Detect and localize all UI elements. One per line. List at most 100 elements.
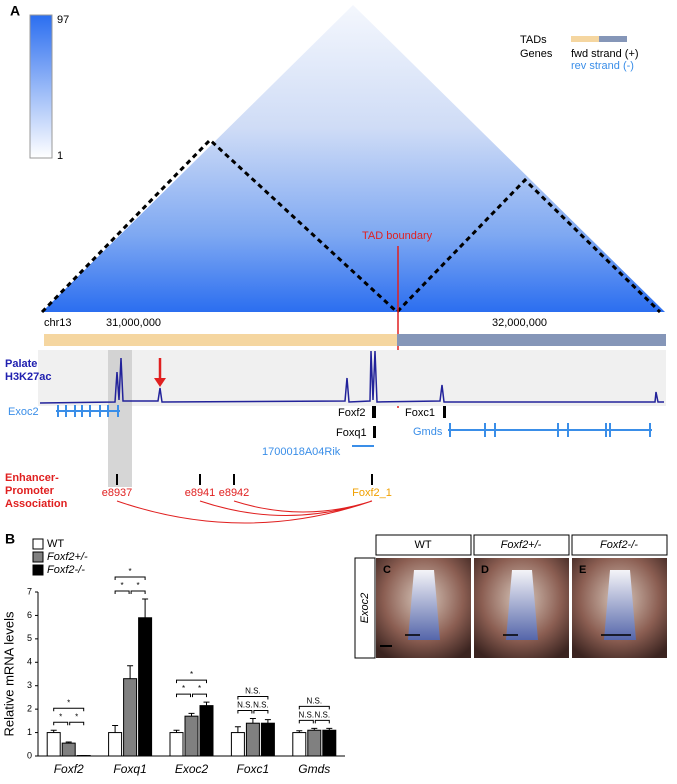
panel-label: B bbox=[5, 531, 15, 547]
legend-label: WT bbox=[47, 538, 64, 550]
genotype: Foxf2+/- bbox=[501, 539, 542, 551]
error-bar bbox=[204, 702, 210, 706]
sig-bracket bbox=[115, 577, 145, 580]
bar bbox=[246, 723, 259, 756]
legend-swatch bbox=[599, 36, 627, 42]
sig-bracket bbox=[54, 722, 68, 725]
error-bar bbox=[112, 726, 118, 733]
y-tick-label: 7 bbox=[27, 586, 32, 596]
bar bbox=[308, 730, 321, 756]
genotype: Foxf2-/- bbox=[600, 539, 638, 551]
legend-rev: rev strand (-) bbox=[571, 60, 634, 72]
sig-bracket bbox=[54, 708, 84, 711]
assoc-title: Enhancer- bbox=[5, 472, 59, 484]
sig-label: * bbox=[59, 712, 62, 721]
sig-label: * bbox=[121, 581, 124, 590]
sig-label: * bbox=[198, 684, 201, 693]
sig-bracket bbox=[177, 680, 207, 683]
gene-model bbox=[443, 406, 446, 418]
element: e8941 bbox=[185, 487, 216, 499]
bar bbox=[47, 733, 60, 756]
legend-swatch bbox=[33, 552, 43, 562]
sig-bracket bbox=[115, 591, 129, 594]
element-ticks bbox=[117, 474, 372, 485]
sig-label: N.S. bbox=[315, 710, 331, 719]
y-tick-label: 3 bbox=[27, 680, 32, 690]
error-bar bbox=[250, 719, 256, 724]
y-tick-label: 2 bbox=[27, 704, 32, 714]
sig-bracket bbox=[193, 694, 207, 697]
gene: Exoc2 bbox=[8, 406, 39, 418]
y-tick-label: 4 bbox=[27, 657, 32, 667]
legend-fwd: fwd strand (+) bbox=[571, 48, 639, 60]
colorbar-min: 1 bbox=[57, 150, 63, 162]
x-tick-label: Exoc2 bbox=[175, 762, 209, 776]
bar bbox=[293, 733, 306, 756]
tad-bar bbox=[44, 334, 397, 346]
panel-label: D bbox=[481, 564, 489, 576]
gene: 1700018A04Rik bbox=[262, 446, 341, 458]
gene-model bbox=[373, 426, 376, 438]
sig-label: * bbox=[67, 698, 70, 707]
bar bbox=[139, 618, 152, 756]
bar bbox=[109, 733, 122, 756]
probe: Exoc2 bbox=[359, 593, 371, 624]
sig-bracket bbox=[299, 720, 313, 723]
sig-label: * bbox=[129, 567, 132, 576]
track-label: H3K27ac bbox=[5, 371, 51, 383]
bar bbox=[170, 733, 183, 756]
sig-bracket bbox=[238, 711, 252, 714]
error-bar bbox=[265, 720, 271, 724]
sig-label: * bbox=[182, 684, 185, 693]
sig-label: N.S. bbox=[253, 701, 269, 710]
legend-swatch bbox=[33, 565, 43, 575]
bar bbox=[323, 730, 336, 756]
sig-label: * bbox=[137, 581, 140, 590]
sig-label: * bbox=[190, 670, 193, 679]
sig-bracket bbox=[254, 711, 268, 714]
legend-label: Foxf2-/- bbox=[47, 564, 85, 576]
panel-label: E bbox=[579, 564, 586, 576]
legend-genes: Genes bbox=[520, 48, 553, 60]
x-tick-label: Foxf2 bbox=[54, 762, 84, 776]
gene: Gmds bbox=[413, 426, 443, 438]
element: Foxf2_1 bbox=[352, 487, 392, 499]
panel-label: A bbox=[10, 3, 20, 19]
y-tick-label: 0 bbox=[27, 750, 32, 760]
sig-label: N.S. bbox=[299, 710, 315, 719]
error-bar bbox=[127, 666, 133, 679]
legend-tads: TADs bbox=[520, 34, 547, 46]
error-bar bbox=[142, 599, 148, 618]
y-tick-label: 1 bbox=[27, 727, 32, 737]
sig-bracket bbox=[70, 722, 84, 725]
sig-bracket bbox=[131, 591, 145, 594]
bar bbox=[62, 743, 75, 756]
x-tick-label: Gmds bbox=[298, 762, 330, 776]
coord: 31,000,000 bbox=[106, 317, 161, 329]
sig-label: * bbox=[75, 712, 78, 721]
colorbar bbox=[30, 15, 52, 158]
genotype: WT bbox=[414, 539, 431, 551]
legend-label: Foxf2+/- bbox=[47, 551, 88, 563]
bar bbox=[185, 716, 198, 756]
gene: Foxc1 bbox=[405, 407, 435, 419]
assoc-title: Promoter bbox=[5, 485, 55, 497]
element: e8942 bbox=[219, 487, 250, 499]
sig-label: N.S. bbox=[245, 687, 261, 696]
colorbar-max: 97 bbox=[57, 14, 69, 26]
images bbox=[355, 535, 667, 658]
x-tick-label: Foxc1 bbox=[237, 762, 270, 776]
y-tick-label: 6 bbox=[27, 610, 32, 620]
y-axis-label: Relative mRNA levels bbox=[1, 611, 16, 736]
gene: Foxf2 bbox=[338, 407, 366, 419]
error-bar bbox=[235, 727, 241, 733]
sig-label: N.S. bbox=[307, 696, 323, 705]
y-tick-label: 5 bbox=[27, 633, 32, 643]
bar bbox=[231, 733, 244, 756]
gene-model bbox=[372, 406, 376, 418]
sig-label: N.S. bbox=[237, 701, 253, 710]
track-label: Palate bbox=[5, 358, 37, 370]
tad-boundary-label: TAD boundary bbox=[362, 230, 433, 242]
legend-swatch bbox=[571, 36, 599, 42]
